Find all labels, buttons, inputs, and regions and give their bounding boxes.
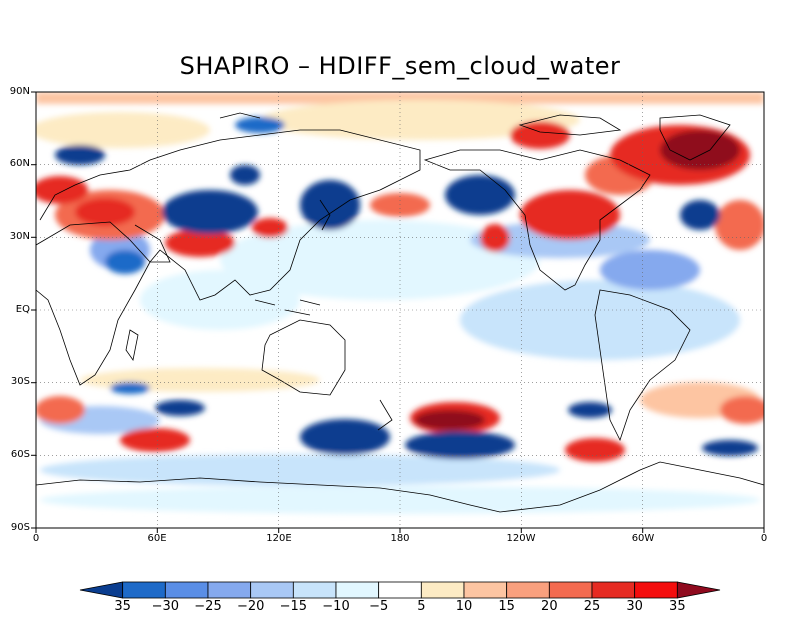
colorbar-label: −30 <box>151 599 180 614</box>
colorbar-label: 35 <box>114 599 131 614</box>
colorbar-label: 30 <box>626 599 643 614</box>
colorbar-segment <box>207 581 252 599</box>
colorbar-segment <box>335 581 380 599</box>
colorbar-segment <box>378 581 422 599</box>
colorbar-label: 35 <box>669 599 686 614</box>
lon-label-120w: 120W <box>506 533 536 544</box>
colorbar-label: −20 <box>236 599 265 614</box>
colorbar-segment <box>420 581 465 599</box>
figure-title: SHAPIRO – HDIFF_sem_cloud_water <box>179 52 621 80</box>
colorbar-segment <box>676 581 721 599</box>
lat-label-30n: 30N <box>9 231 30 242</box>
colorbar-segment <box>634 581 678 599</box>
graticule <box>36 92 764 528</box>
lat-label-30s: 30S <box>10 376 30 387</box>
colorbar-segment <box>463 581 508 599</box>
colorbar-label: −15 <box>279 599 308 614</box>
coastlines <box>36 112 764 513</box>
lon-label-180: 180 <box>390 533 410 544</box>
lat-label-60n: 60N <box>9 158 30 169</box>
colorbar-segment <box>79 581 124 599</box>
colorbar-label: 10 <box>455 599 473 614</box>
colorbar-segment <box>164 581 209 599</box>
colorbar-label: 25 <box>583 599 601 614</box>
colorbar-segment <box>506 581 550 599</box>
colorbar-label: 5 <box>417 599 426 614</box>
colorbar-label: −5 <box>369 599 389 614</box>
colorbar-label: −25 <box>194 599 222 614</box>
lon-label-0-right: 0 <box>760 533 768 544</box>
colorbar-segment <box>292 581 337 599</box>
lon-label-60w: 60W <box>631 533 655 544</box>
lat-label-90s: 90S <box>10 522 30 533</box>
colorbar-segment <box>250 581 294 599</box>
lon-label-120e: 120E <box>266 533 292 544</box>
colorbar-label: −10 <box>322 599 350 614</box>
tick-marks <box>31 91 765 533</box>
colorbar-segment <box>122 581 166 599</box>
lon-label-60e: 60E <box>147 533 167 544</box>
lat-label-90n: 90N <box>9 86 30 97</box>
lon-label-0-left: 0 <box>32 533 40 544</box>
colorbar-segment <box>548 581 593 599</box>
lat-label-eq: EQ <box>15 304 30 315</box>
lat-label-60s: 60S <box>10 449 30 460</box>
colorbar-segment <box>591 581 636 599</box>
colorbar-label: 20 <box>541 599 558 614</box>
colorbar-label: 15 <box>498 599 515 614</box>
colorbar <box>79 581 721 599</box>
